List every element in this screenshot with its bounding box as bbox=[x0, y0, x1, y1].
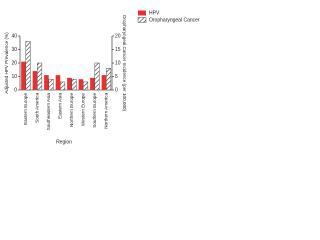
chart: Region Adjusted HPV Prevalence (%) Oroph… bbox=[4, 10, 200, 145]
bar bbox=[83, 81, 89, 91]
y-tick-label: 10 bbox=[11, 74, 17, 80]
y2-tick-label: 20 bbox=[115, 33, 121, 39]
bar bbox=[60, 81, 66, 91]
x-axis-label: Region bbox=[56, 139, 72, 145]
x-tick-label: Southern Europe bbox=[92, 93, 97, 128]
y-axis-label: Adjusted HPV Prevalence (%) bbox=[4, 32, 9, 94]
bar bbox=[71, 78, 77, 91]
bar bbox=[21, 61, 26, 90]
y2-tick-label: 15 bbox=[115, 47, 121, 53]
bar bbox=[44, 75, 49, 90]
bar bbox=[78, 79, 84, 90]
bar bbox=[32, 71, 38, 90]
y-tick-label: 20 bbox=[11, 60, 17, 66]
bar bbox=[67, 77, 72, 90]
y-tick-label: 40 bbox=[11, 33, 17, 39]
bar bbox=[37, 62, 43, 91]
x-tick-label: Southeastern Asia bbox=[46, 93, 51, 131]
y2-tick-label: 0 bbox=[115, 87, 118, 93]
bar bbox=[55, 75, 61, 90]
x-tick-label: Western Europe bbox=[80, 93, 85, 127]
y2-axis-label: Oropharyngeal Cancer Incidence (per 100,… bbox=[122, 15, 127, 112]
x-tick-label: Eastern Asia bbox=[57, 93, 62, 119]
x-tick-label: Northern America bbox=[103, 93, 108, 129]
x-tick-label: Northern Europe bbox=[69, 93, 74, 127]
bar bbox=[94, 62, 100, 91]
y-tick-label: 30 bbox=[11, 47, 17, 53]
x-tick-label: Eastern Europe bbox=[23, 93, 28, 125]
bar bbox=[90, 77, 95, 90]
bar bbox=[48, 78, 54, 91]
legend-label: Oropharyngeal Cancer bbox=[149, 17, 200, 23]
bar bbox=[106, 68, 112, 91]
x-tick-label: South America bbox=[34, 93, 39, 123]
legend-label: HPV bbox=[149, 10, 160, 16]
bar bbox=[25, 41, 31, 91]
bar bbox=[101, 75, 107, 90]
legend-swatch bbox=[138, 10, 146, 16]
y2-tick-label: 5 bbox=[115, 74, 118, 80]
y-tick-label: 0 bbox=[14, 87, 17, 93]
y2-tick-label: 10 bbox=[115, 60, 121, 66]
legend-swatch bbox=[137, 17, 147, 23]
